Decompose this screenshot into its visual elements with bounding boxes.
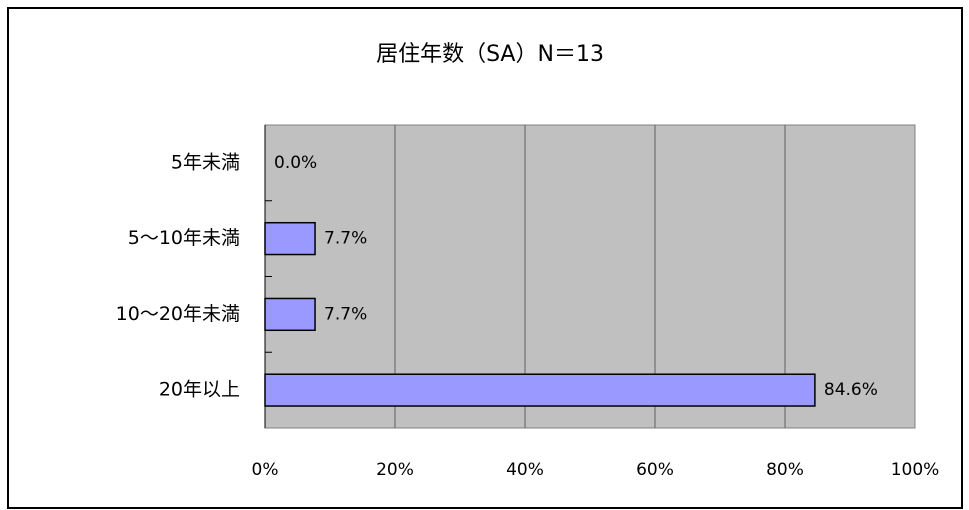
value-label: 0.0% (274, 153, 317, 173)
x-tick-label: 20% (376, 460, 414, 480)
x-tick-label: 0% (252, 460, 279, 480)
bar (264, 297, 316, 332)
chart-title: 居住年数（SA）N＝13 (376, 42, 604, 67)
y-tick-label: 20年以上 (159, 379, 240, 401)
x-tick-label: 40% (506, 460, 544, 480)
bar (264, 221, 316, 256)
x-tick-label: 80% (766, 460, 804, 480)
bar (264, 373, 816, 407)
y-tick-label: 10～20年未満 (116, 303, 240, 325)
value-label: 84.6% (824, 380, 878, 400)
x-tick-label: 60% (636, 460, 674, 480)
value-label: 7.7% (324, 229, 367, 249)
y-tick-label: 5年未満 (171, 151, 240, 173)
y-tick-label: 5～10年未満 (128, 227, 240, 249)
value-label: 7.7% (324, 304, 367, 324)
x-tick-label: 100% (891, 460, 940, 480)
